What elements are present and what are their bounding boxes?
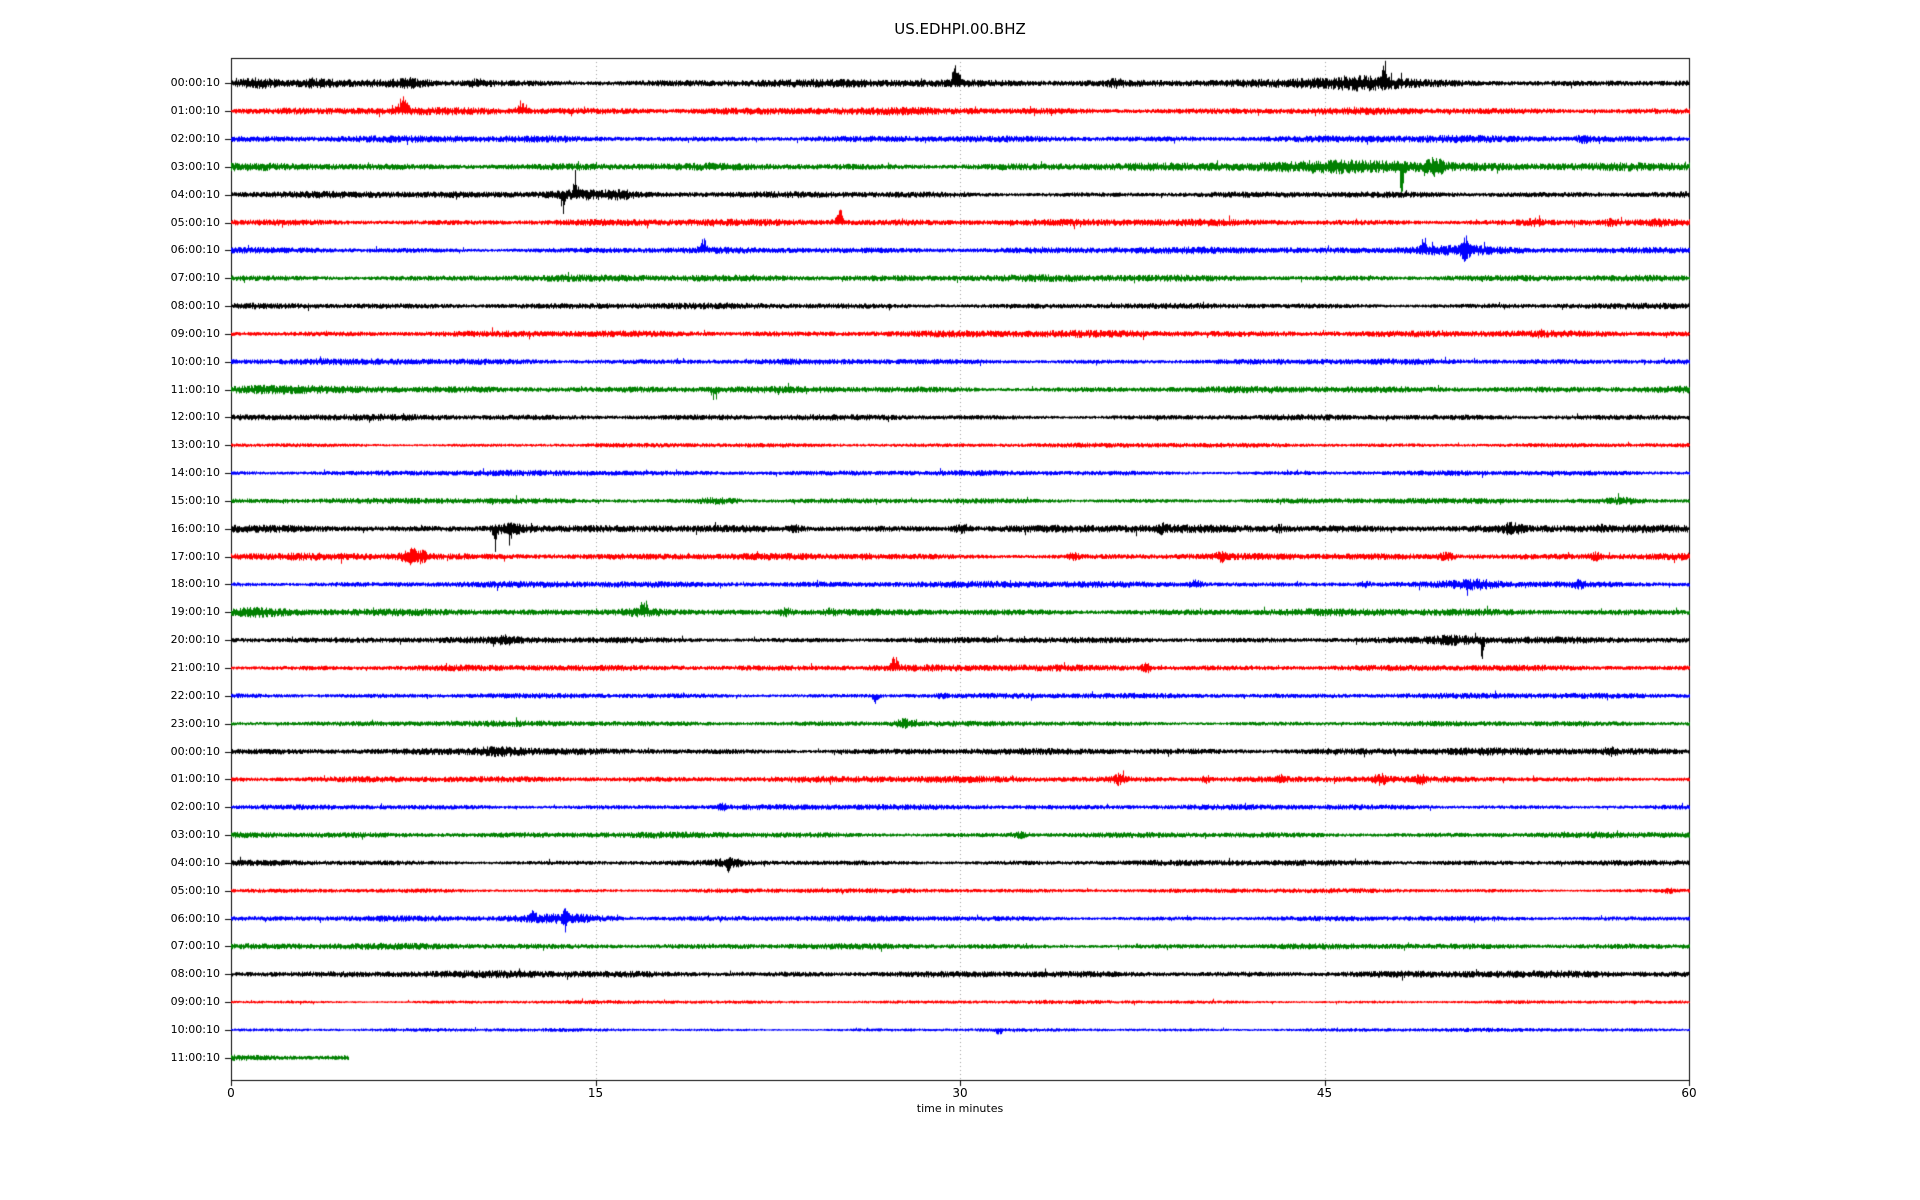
- y-axis-label: 09:00:10: [170, 995, 220, 1009]
- x-axis-title: time in minutes: [916, 1102, 1004, 1115]
- y-axis-label: 18:00:10: [170, 577, 220, 591]
- y-axis-label: 09:00:10: [170, 326, 220, 340]
- y-axis-label: 00:00:10: [170, 744, 220, 758]
- y-axis-label: 04:00:10: [170, 855, 220, 869]
- y-axis-label: 06:00:10: [170, 243, 220, 257]
- y-axis-label: 04:00:10: [170, 187, 220, 201]
- y-axis-label: 07:00:10: [170, 271, 220, 285]
- y-axis-label: 12:00:10: [170, 410, 220, 424]
- y-axis-label: 01:00:10: [170, 104, 220, 118]
- y-axis-label: 10:00:10: [170, 354, 220, 368]
- y-axis-label: 23:00:10: [170, 716, 220, 730]
- y-axis-label: 02:00:10: [170, 131, 220, 145]
- y-axis-label: 02:00:10: [170, 800, 220, 814]
- y-axis-label: 14:00:10: [170, 466, 220, 480]
- x-axis-tick-label: 0: [227, 1086, 235, 1100]
- y-axis-label: 08:00:10: [170, 299, 220, 313]
- y-axis-label: 17:00:10: [170, 549, 220, 563]
- y-axis-label: 06:00:10: [170, 911, 220, 925]
- y-axis-label: 05:00:10: [170, 883, 220, 897]
- y-axis-label: 08:00:10: [170, 967, 220, 981]
- y-axis-label: 07:00:10: [170, 939, 220, 953]
- y-axis-label: 11:00:10: [170, 1050, 220, 1064]
- y-axis-label: 03:00:10: [170, 828, 220, 842]
- y-axis-label: 00:00:10: [170, 76, 220, 90]
- y-axis-label: 13:00:10: [170, 438, 220, 452]
- y-axis-label: 15:00:10: [170, 493, 220, 507]
- y-axis-label: 03:00:10: [170, 159, 220, 173]
- x-axis-tick-label: 30: [952, 1086, 968, 1100]
- x-axis-tick-label: 15: [587, 1086, 604, 1100]
- y-axis-label: 22:00:10: [170, 688, 220, 702]
- y-axis-label: 11:00:10: [170, 382, 220, 396]
- y-axis-label: 20:00:10: [170, 633, 220, 647]
- y-axis-label: 16:00:10: [170, 521, 220, 535]
- y-axis-label: 19:00:10: [170, 605, 220, 619]
- y-axis-label: 05:00:10: [170, 215, 220, 229]
- y-axis-label: 01:00:10: [170, 772, 220, 786]
- figure-title: US.EDHPI.00.BHZ: [894, 20, 1026, 38]
- x-axis-tick-label: 45: [1316, 1086, 1333, 1100]
- x-axis-tick-label: 60: [1681, 1086, 1697, 1100]
- y-axis-label: 21:00:10: [170, 660, 220, 674]
- y-axis-label: 10:00:10: [170, 1022, 220, 1036]
